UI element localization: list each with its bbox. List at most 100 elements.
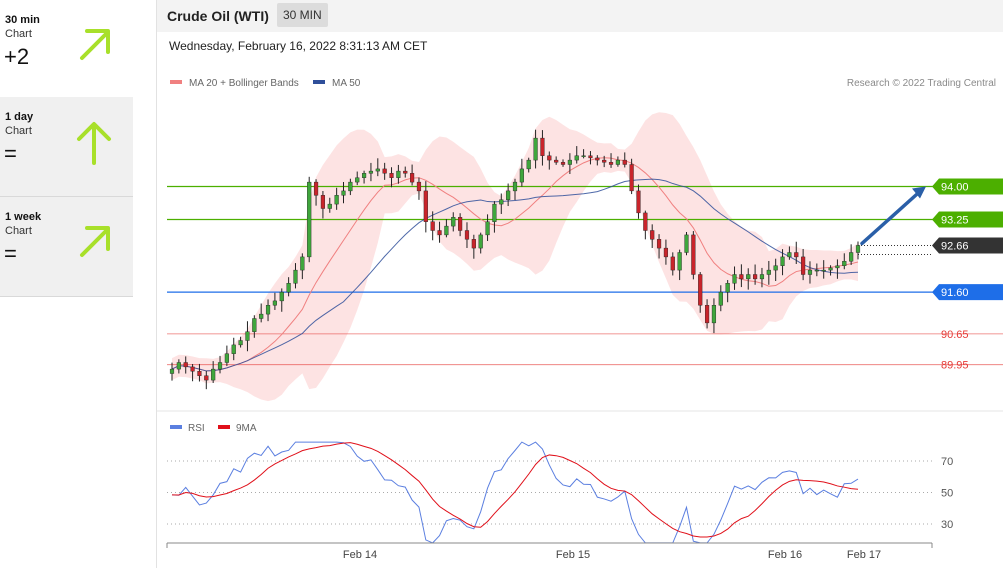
level-tag-box: [932, 178, 1003, 195]
card-subtitle: Chart: [5, 28, 32, 40]
candle: [849, 252, 854, 262]
candle: [300, 256, 305, 271]
level-tag-box: [932, 284, 1003, 301]
candle: [197, 371, 202, 376]
candle: [204, 375, 209, 381]
level-tag-label: 92.66: [941, 240, 969, 252]
level-tag: 91.60: [932, 284, 1003, 301]
candle: [595, 157, 600, 161]
level-tag-label: 91.60: [941, 287, 969, 299]
up-right-arrow-icon: [80, 226, 110, 257]
candle: [485, 221, 490, 236]
candle: [704, 305, 710, 324]
level-label: 89.95: [941, 360, 969, 372]
candle: [169, 368, 175, 374]
candle: [252, 318, 257, 332]
chart-header: Crude Oil (WTI) 30 MIN: [157, 0, 1003, 32]
candle: [650, 230, 655, 240]
candle: [245, 331, 250, 341]
candle: [416, 181, 422, 192]
candle: [691, 234, 696, 275]
candle: [382, 168, 387, 174]
card-period: 1 week: [5, 211, 42, 223]
chart-timestamp: Wednesday, February 16, 2022 8:31:13 AM …: [169, 39, 428, 53]
candle: [629, 164, 634, 192]
rsi-legend-swatch: [170, 425, 182, 429]
candle: [499, 199, 504, 205]
x-tick-label: Feb 15: [556, 549, 590, 561]
candle: [231, 344, 236, 354]
level-label: 90.65: [941, 329, 969, 341]
candle: [403, 170, 408, 174]
candle: [265, 305, 271, 315]
legend-swatch: [313, 80, 325, 84]
candle: [533, 137, 538, 161]
candle: [828, 267, 833, 271]
candle: [183, 362, 188, 368]
copyright-note: Research © 2022 Trading Central: [847, 78, 996, 89]
card-subtitle: Chart: [5, 125, 32, 137]
level-tag-label: 93.25: [941, 215, 969, 227]
candle: [341, 190, 346, 196]
rsi-ma-line: [171, 442, 859, 538]
timeframe-card-1day[interactable]: 1 day Chart =: [0, 97, 133, 197]
card-score: =: [4, 241, 17, 266]
candle: [224, 353, 229, 363]
card-score: +2: [4, 44, 30, 69]
legend-label: MA 20 + Bollinger Bands: [189, 78, 299, 89]
candle: [238, 340, 243, 346]
rsi-legend-swatch: [218, 425, 230, 429]
candle: [307, 181, 312, 258]
candle: [656, 239, 662, 249]
up-right-arrow-icon: [80, 29, 110, 60]
target-arrow: [860, 188, 923, 246]
candle: [430, 221, 435, 231]
level-tag-label: 94.00: [941, 182, 969, 194]
bollinger-band: [172, 112, 858, 402]
candle: [622, 159, 627, 165]
candle: [567, 159, 572, 165]
candle: [471, 239, 476, 249]
target-arrow-head: [912, 186, 926, 199]
candle: [444, 225, 449, 236]
candle: [684, 234, 689, 253]
rsi-line: [171, 441, 859, 544]
panel-divider: [156, 0, 157, 568]
candle: [560, 162, 566, 165]
candle: [766, 269, 771, 275]
candle: [753, 274, 758, 280]
x-tick-label: Feb 16: [768, 549, 802, 561]
candle: [739, 274, 744, 280]
candle: [643, 212, 648, 231]
candle: [602, 159, 607, 163]
card-subtitle: Chart: [5, 225, 32, 237]
x-tick-label: Feb 14: [343, 549, 377, 561]
candle: [554, 159, 559, 163]
ma20-line: [171, 157, 859, 372]
candle: [540, 137, 545, 156]
timeframe-badge[interactable]: 30 MIN: [277, 3, 328, 27]
rsi-level-label: 70: [941, 456, 953, 468]
timeframe-card-1week[interactable]: 1 week Chart =: [0, 197, 133, 297]
candle: [787, 252, 792, 258]
candle: [176, 362, 181, 370]
candle: [773, 265, 778, 271]
candle: [698, 274, 703, 306]
legend-swatch: [170, 80, 182, 84]
candle: [478, 234, 483, 249]
card-period: 1 day: [5, 111, 34, 123]
candle: [732, 274, 737, 284]
up-arrow-icon: [77, 122, 111, 165]
candle: [801, 256, 806, 275]
candle: [259, 313, 264, 319]
candle: [389, 173, 394, 178]
candle: [410, 173, 415, 183]
candle: [759, 274, 765, 280]
candle: [506, 190, 511, 200]
candle: [458, 217, 463, 231]
candle: [842, 261, 847, 266]
timeframe-card-30min[interactable]: 30 min Chart +2: [0, 0, 133, 97]
candle: [423, 190, 428, 222]
candle: [807, 269, 813, 275]
